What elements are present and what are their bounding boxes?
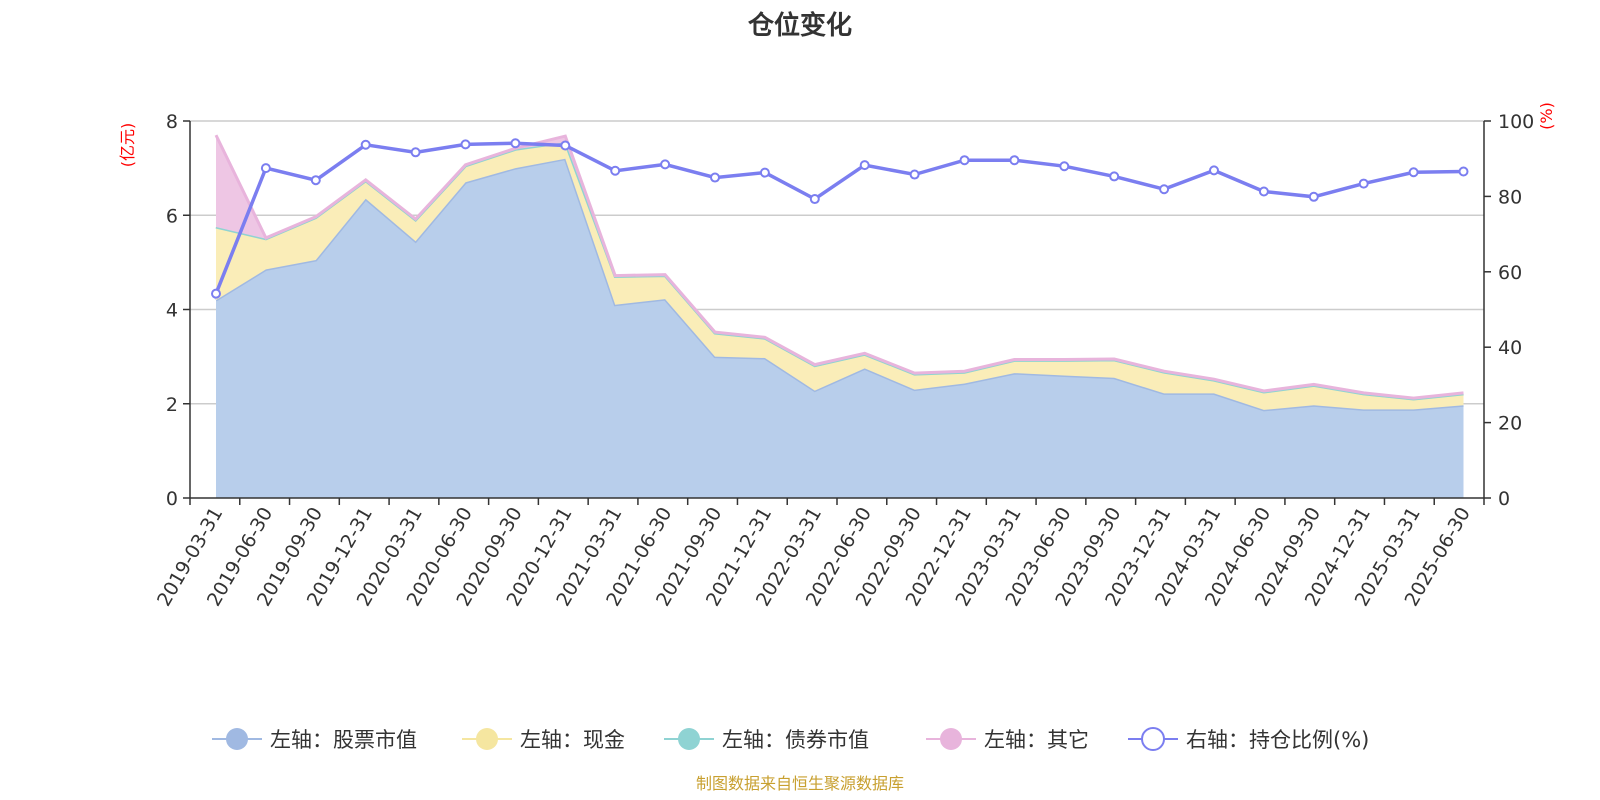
legend-label-4: 右轴：持仓比例(%) (1186, 728, 1369, 752)
ratio-point (1308, 191, 1319, 202)
left-tick-label: 4 (166, 300, 178, 322)
left-tick-label: 0 (166, 488, 178, 510)
right-tick-label: 60 (1498, 262, 1522, 284)
right-tick-label: 20 (1498, 413, 1522, 435)
right-tick-label: 40 (1498, 337, 1522, 359)
legend-label-3: 左轴：其它 (984, 728, 1089, 752)
legend-marker-1 (476, 728, 498, 750)
ratio-point (211, 288, 221, 299)
ratio-point (1109, 171, 1120, 182)
line-series (211, 138, 1469, 299)
ratio-point (560, 140, 571, 151)
legend-label-2: 左轴：债券市值 (722, 728, 869, 752)
ratio-point (460, 139, 471, 150)
ratio-point (710, 172, 720, 183)
right-tick-label: 80 (1498, 186, 1522, 208)
ratio-point (1009, 155, 1020, 166)
ratio-point (909, 169, 920, 180)
ratio-point (809, 194, 820, 205)
left-tick-label: 8 (166, 111, 178, 133)
ratio-point (410, 147, 421, 158)
ratio-point (1258, 186, 1269, 197)
chart-title: 仓位变化 (747, 10, 852, 41)
data-source: 制图数据来自恒生聚源数据库 (696, 774, 904, 793)
ratio-point (1408, 167, 1419, 178)
legend-marker-4 (1141, 727, 1165, 751)
left-tick-label: 2 (166, 394, 178, 416)
ratio-point (510, 138, 521, 149)
area-series (214, 134, 1464, 498)
legend-label-1: 左轴：现金 (520, 728, 625, 752)
ratio-point (310, 175, 321, 186)
legend-marker-2 (678, 728, 700, 750)
legend-marker-3 (940, 728, 962, 750)
legend-label-0: 左轴：股票市值 (270, 728, 417, 752)
ratio-point (1059, 161, 1070, 172)
ratio-point (1159, 184, 1170, 195)
right-axis-unit: (%) (1537, 102, 1556, 130)
legend: 左轴：股票市值 左轴：现金 左轴：债券市值 左轴：其它 右轴：持仓比例(%) (212, 727, 1369, 752)
ratio-point (360, 139, 371, 150)
right-tick-label: 100 (1498, 111, 1534, 133)
ratio-point (610, 165, 621, 176)
ratio-line (214, 141, 1464, 295)
right-tick-label: 0 (1498, 488, 1510, 510)
ratio-point (1358, 178, 1369, 189)
ratio-point (660, 159, 671, 170)
ratio-point (759, 167, 770, 178)
ratio-point (1458, 166, 1469, 177)
left-axis-unit: (亿元) (118, 123, 137, 168)
ratio-point (1209, 165, 1219, 176)
area-line-3 (214, 134, 1464, 400)
ratio-point (959, 155, 970, 166)
ratio-point (859, 160, 870, 171)
left-tick-label: 6 (166, 205, 178, 227)
ratio-point (260, 163, 271, 174)
legend-marker-0 (226, 728, 248, 750)
area-fill-0 (216, 158, 1464, 498)
